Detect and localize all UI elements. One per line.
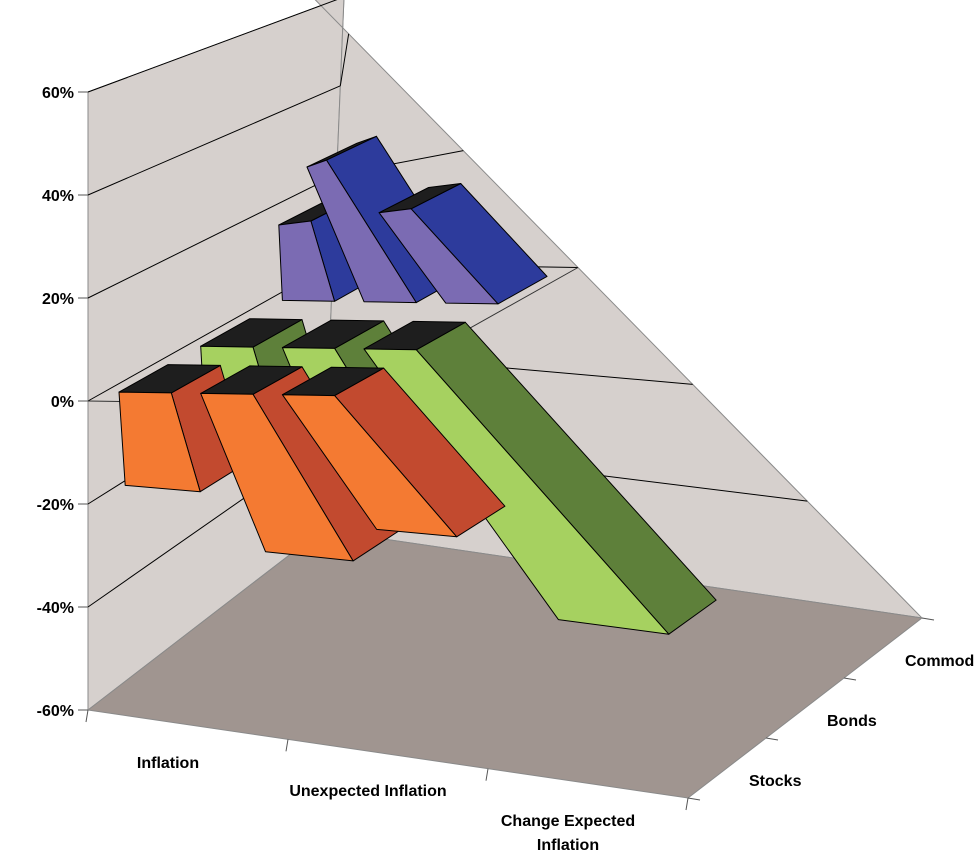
bar-stocks-0-front	[118, 391, 201, 493]
x-category-label-line: Inflation	[537, 837, 599, 854]
depth-axis-tick	[765, 737, 779, 741]
depth-axis-tick	[843, 677, 857, 681]
gridline-back-wall	[339, 33, 350, 86]
x-category-label-2: Change Expected Inflation	[501, 813, 635, 854]
depth-axis-tick	[687, 797, 701, 801]
y-tick-label: 20%	[42, 291, 74, 308]
y-tick-label: -20%	[37, 497, 74, 514]
category-axis-tick	[485, 768, 489, 781]
y-tick-label: 40%	[42, 188, 74, 205]
y-tick-label: -40%	[37, 600, 74, 617]
category-axis-tick	[285, 739, 289, 752]
x-category-label-0: Inflation	[137, 755, 199, 772]
category-axis-tick	[85, 709, 89, 723]
bar-commodities-0-front	[278, 220, 336, 302]
bar-stocks-2-front	[281, 394, 458, 538]
gridline-left-wall	[87, 85, 341, 196]
category-axis-tick	[685, 797, 689, 811]
x-category-label-1: Unexpected Inflation	[289, 783, 446, 800]
x-category-label-line: Inflation	[137, 755, 199, 772]
series-label-1: Bonds	[827, 713, 877, 730]
y-tick-label: 0%	[51, 394, 74, 411]
y-tick-label: -60%	[37, 703, 74, 720]
bar-stocks-1-front	[200, 392, 354, 562]
bar-commodities-1-front	[306, 159, 417, 304]
series-label-0: Stocks	[749, 773, 802, 790]
gridline-left-wall	[87, 0, 338, 93]
x-category-label-line: Unexpected Inflation	[289, 783, 446, 800]
y-tick-label: 60%	[42, 85, 74, 102]
x-category-label-line: Change Expected	[501, 813, 635, 830]
gridline-left-wall	[87, 174, 337, 299]
series-label-2: Commodities	[905, 653, 974, 670]
bar-commodities-2-front	[378, 208, 499, 305]
depth-axis-tick	[921, 617, 935, 621]
